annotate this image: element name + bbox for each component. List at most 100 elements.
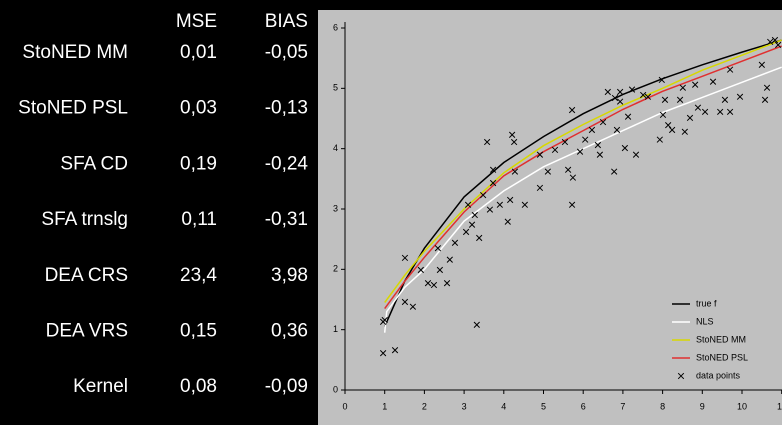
data-point — [462, 228, 470, 236]
data-point — [644, 93, 652, 100]
data-point — [568, 106, 576, 114]
data-point — [576, 148, 584, 155]
data-point — [424, 280, 432, 287]
x-tick-label: 9 — [700, 401, 705, 411]
data-point — [726, 66, 734, 73]
table-cell: 0,19 — [180, 153, 217, 174]
data-point — [736, 93, 744, 100]
data-point — [616, 88, 624, 96]
table-cell: 3,98 — [271, 265, 308, 286]
x-tick-label: 4 — [501, 401, 506, 411]
data-point — [611, 94, 619, 102]
series-line — [384, 45, 782, 310]
data-point — [624, 113, 632, 120]
row-label: SFA CD — [60, 153, 128, 174]
table-cell: 0,15 — [180, 321, 217, 342]
data-point — [401, 254, 409, 262]
data-point — [568, 201, 576, 208]
legend-label: StoNED MM — [696, 334, 746, 344]
data-point — [676, 96, 684, 103]
table-cell: 0,03 — [180, 98, 217, 119]
data-point — [510, 138, 518, 146]
data-point — [480, 191, 487, 199]
data-point — [391, 347, 399, 354]
legend-label: NLS — [696, 316, 714, 326]
data-point — [665, 121, 672, 129]
data-point — [486, 206, 494, 213]
data-point — [489, 166, 497, 173]
data-point — [468, 221, 476, 228]
table-cell: 0,08 — [180, 376, 217, 397]
data-point — [582, 136, 589, 143]
data-point — [613, 126, 621, 134]
table-cell: -0,31 — [265, 209, 308, 230]
x-tick-label: 2 — [422, 401, 427, 411]
data-point — [763, 84, 771, 91]
data-point — [611, 168, 618, 175]
data-point — [767, 38, 774, 46]
data-point — [604, 88, 611, 96]
data-point — [446, 256, 453, 263]
data-point — [443, 280, 451, 287]
table-cell: -0,09 — [265, 376, 308, 397]
data-point — [717, 108, 724, 116]
data-point — [483, 138, 491, 146]
x-tick-label: 8 — [660, 401, 665, 411]
table-cell: -0,24 — [265, 153, 309, 174]
data-point — [692, 81, 699, 88]
table-cell: 0,01 — [180, 42, 217, 63]
data-point — [596, 151, 604, 158]
data-point — [401, 298, 409, 306]
data-point — [658, 76, 665, 84]
x-tick-label: 1 — [382, 401, 387, 411]
data-point — [639, 91, 647, 99]
y-tick-label: 6 — [333, 22, 338, 32]
series-line — [384, 39, 782, 303]
y-tick-label: 4 — [333, 143, 338, 153]
row-label: SFA trnslg — [41, 209, 128, 230]
y-tick-label: 3 — [333, 203, 338, 213]
data-point — [561, 138, 569, 146]
row-label: Kernel — [73, 376, 128, 397]
row-label: StoNED MM — [22, 42, 128, 63]
row-label: StoNED PSL — [18, 98, 128, 119]
data-point — [694, 104, 702, 111]
table-cell: 0,11 — [181, 209, 217, 230]
data-point — [506, 196, 514, 204]
data-point — [379, 350, 387, 357]
data-point — [473, 321, 480, 328]
data-point — [496, 201, 503, 208]
data-point — [536, 151, 544, 158]
data-point — [771, 36, 779, 44]
data-point — [761, 96, 769, 103]
data-point — [599, 118, 607, 126]
data-point — [632, 151, 640, 158]
row-label: DEA CRS — [45, 265, 128, 286]
table-cell: 0,36 — [271, 321, 308, 342]
x-tick-label: 3 — [462, 401, 467, 411]
data-point — [616, 98, 624, 105]
data-point — [726, 108, 734, 116]
legend-label: true f — [696, 298, 717, 308]
data-point — [504, 218, 511, 225]
data-point — [430, 281, 438, 289]
data-point — [721, 96, 729, 103]
data-point — [686, 114, 694, 122]
data-point — [511, 168, 519, 175]
x-tick-label: 6 — [581, 401, 586, 411]
y-tick-label: 5 — [333, 83, 338, 93]
x-tick-label: 11 — [777, 401, 782, 411]
chart-background — [318, 10, 782, 425]
data-point — [594, 141, 602, 149]
x-tick-label: 10 — [737, 401, 747, 411]
data-point — [451, 239, 459, 246]
data-point — [508, 131, 516, 138]
data-point — [409, 303, 417, 310]
data-point — [588, 126, 596, 134]
data-point — [628, 86, 636, 93]
data-point — [434, 245, 442, 252]
data-point — [709, 78, 717, 85]
data-point — [659, 111, 667, 119]
